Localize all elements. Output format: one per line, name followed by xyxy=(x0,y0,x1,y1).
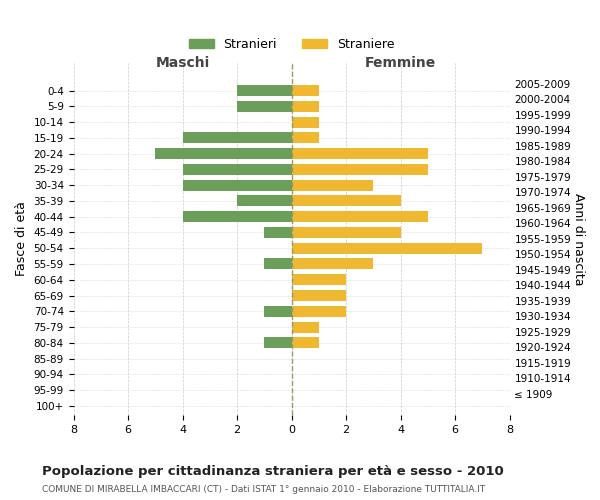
Y-axis label: Anni di nascita: Anni di nascita xyxy=(572,192,585,285)
Bar xyxy=(292,211,428,222)
Bar xyxy=(264,338,292,348)
Bar xyxy=(292,164,428,175)
Y-axis label: Fasce di età: Fasce di età xyxy=(15,202,28,276)
Bar xyxy=(292,322,319,332)
Text: COMUNE DI MIRABELLA IMBACCARI (CT) - Dati ISTAT 1° gennaio 2010 - Elaborazione T: COMUNE DI MIRABELLA IMBACCARI (CT) - Dat… xyxy=(42,485,485,494)
Bar xyxy=(264,258,292,270)
Bar xyxy=(237,101,292,112)
Bar xyxy=(292,227,401,238)
Bar xyxy=(292,148,428,159)
Bar xyxy=(292,116,319,128)
Bar xyxy=(292,85,319,96)
Bar xyxy=(292,101,319,112)
Bar xyxy=(292,258,373,270)
Bar xyxy=(292,180,373,190)
Bar xyxy=(237,85,292,96)
Text: Maschi: Maschi xyxy=(155,56,209,70)
Bar xyxy=(292,306,346,317)
Bar xyxy=(292,242,482,254)
Bar xyxy=(182,180,292,190)
Bar xyxy=(155,148,292,159)
Bar xyxy=(292,290,346,301)
Legend: Stranieri, Straniere: Stranieri, Straniere xyxy=(184,33,400,56)
Bar xyxy=(264,227,292,238)
Bar xyxy=(292,338,319,348)
Bar xyxy=(292,274,346,285)
Bar xyxy=(237,196,292,206)
Bar xyxy=(182,211,292,222)
Bar xyxy=(264,306,292,317)
Bar xyxy=(292,196,401,206)
Text: Popolazione per cittadinanza straniera per età e sesso - 2010: Popolazione per cittadinanza straniera p… xyxy=(42,465,504,478)
Bar xyxy=(292,132,319,143)
Text: Femmine: Femmine xyxy=(365,56,436,70)
Bar xyxy=(182,164,292,175)
Bar xyxy=(182,132,292,143)
